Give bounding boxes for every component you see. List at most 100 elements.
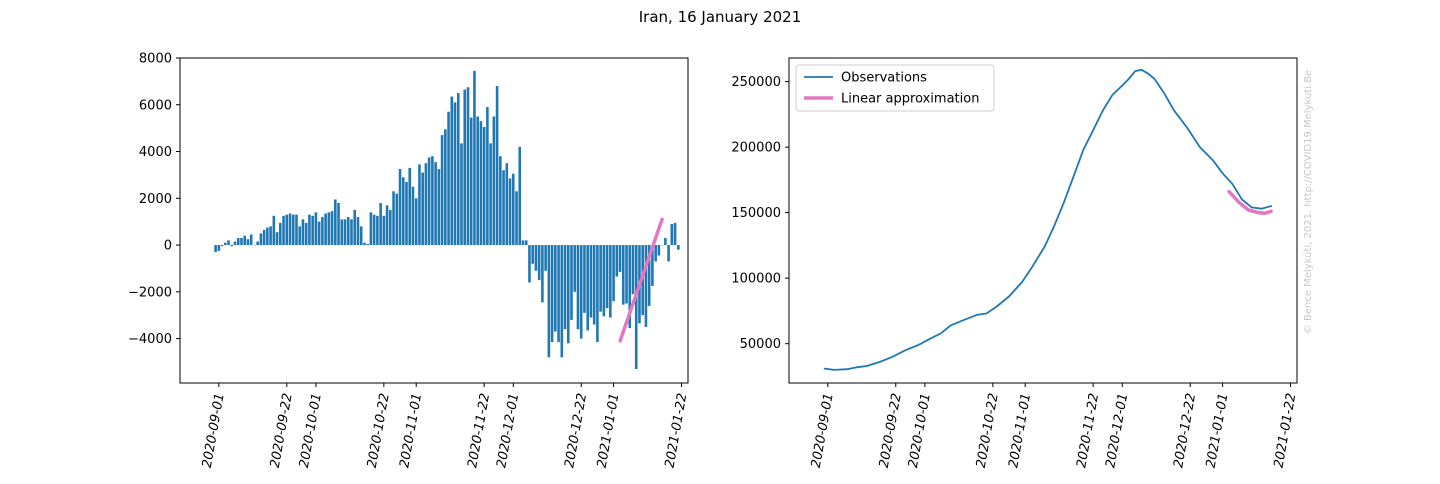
bar [230, 245, 233, 246]
bar [221, 245, 224, 246]
bar [331, 211, 334, 245]
x-tick-label: 2020-09-01 [200, 392, 228, 469]
bar [431, 156, 434, 245]
x-tick-label: 2020-10-22 [365, 392, 393, 469]
bar [438, 169, 441, 245]
bar [567, 245, 570, 343]
bar [518, 147, 521, 245]
legend-observations-label: Observations [841, 71, 927, 86]
bar [350, 219, 353, 245]
x-tick-label: 2020-11-22 [465, 392, 493, 469]
bar [399, 169, 402, 245]
y-tick-label: 6000 [139, 98, 172, 113]
bar [344, 219, 347, 245]
x-tick-label: 2020-12-01 [1103, 392, 1131, 469]
bar [292, 215, 295, 245]
bar [609, 245, 612, 317]
bar [418, 164, 421, 245]
bar [512, 174, 515, 245]
bar [480, 121, 483, 245]
bar [460, 143, 463, 245]
bar [425, 163, 428, 245]
bar [428, 157, 431, 245]
bar [234, 242, 237, 246]
bar [580, 245, 583, 339]
bar [447, 112, 450, 245]
bar [509, 178, 512, 245]
bar [247, 239, 250, 245]
bar [616, 245, 619, 277]
bar [535, 245, 538, 271]
bar [522, 240, 525, 245]
bar [250, 235, 253, 246]
bar [315, 212, 318, 245]
bar [402, 177, 405, 245]
bar [593, 245, 596, 324]
bar [531, 245, 534, 264]
bar [674, 223, 677, 245]
bar [538, 245, 541, 280]
bar [285, 215, 288, 245]
bar [302, 219, 305, 245]
bar [677, 245, 680, 250]
bar [664, 238, 667, 245]
bar [625, 245, 628, 303]
bar [525, 240, 528, 245]
bar [392, 191, 395, 245]
y-tick-label: 150000 [731, 206, 781, 221]
bar [599, 245, 602, 312]
bar [389, 210, 392, 245]
bar [496, 86, 499, 245]
bar [408, 168, 411, 245]
bar [586, 245, 589, 330]
bar [370, 212, 373, 245]
bar [493, 116, 496, 245]
bar [658, 245, 661, 256]
figure-title: Iran, 16 January 2021 [639, 8, 802, 26]
bar [412, 187, 415, 245]
bar [334, 199, 337, 245]
bar [606, 245, 609, 308]
bar [590, 245, 593, 317]
bar [340, 219, 343, 245]
x-tick-label: 2020-10-01 [297, 392, 325, 469]
bar [444, 129, 447, 245]
bar [311, 216, 314, 245]
y-tick-label: 200000 [731, 141, 781, 156]
bar [237, 238, 240, 245]
bar [441, 135, 444, 245]
y-tick-label: 2000 [139, 192, 172, 207]
bar [603, 245, 606, 316]
bar [224, 243, 227, 245]
y-tick-label: −4000 [128, 332, 172, 347]
copyright-watermark: © Bence Melykúti, 2021. http://COVID19.M… [1302, 70, 1314, 334]
y-tick-label: 0 [164, 239, 172, 254]
x-tick-label: 2020-10-01 [906, 392, 934, 469]
bar [376, 216, 379, 245]
x-tick-label: 2021-01-22 [1272, 392, 1300, 469]
bar [654, 245, 657, 261]
bar [499, 156, 502, 245]
bar [263, 230, 266, 245]
bar [583, 245, 586, 313]
bar [383, 216, 386, 245]
bar [570, 245, 573, 320]
bar [451, 97, 454, 245]
x-tick-label: 2020-12-22 [562, 392, 590, 469]
bar [415, 198, 418, 245]
x-tick-label: 2020-09-01 [809, 392, 837, 469]
bar [347, 217, 350, 245]
bar [269, 226, 272, 245]
bar [363, 243, 366, 245]
bar [266, 228, 269, 246]
bar [473, 71, 476, 245]
bar [308, 215, 311, 245]
bar [528, 245, 531, 282]
bar [573, 245, 576, 292]
x-tick-label: 2021-01-01 [1204, 392, 1232, 469]
bar [645, 245, 648, 327]
bar [318, 222, 321, 245]
bar [243, 236, 246, 245]
